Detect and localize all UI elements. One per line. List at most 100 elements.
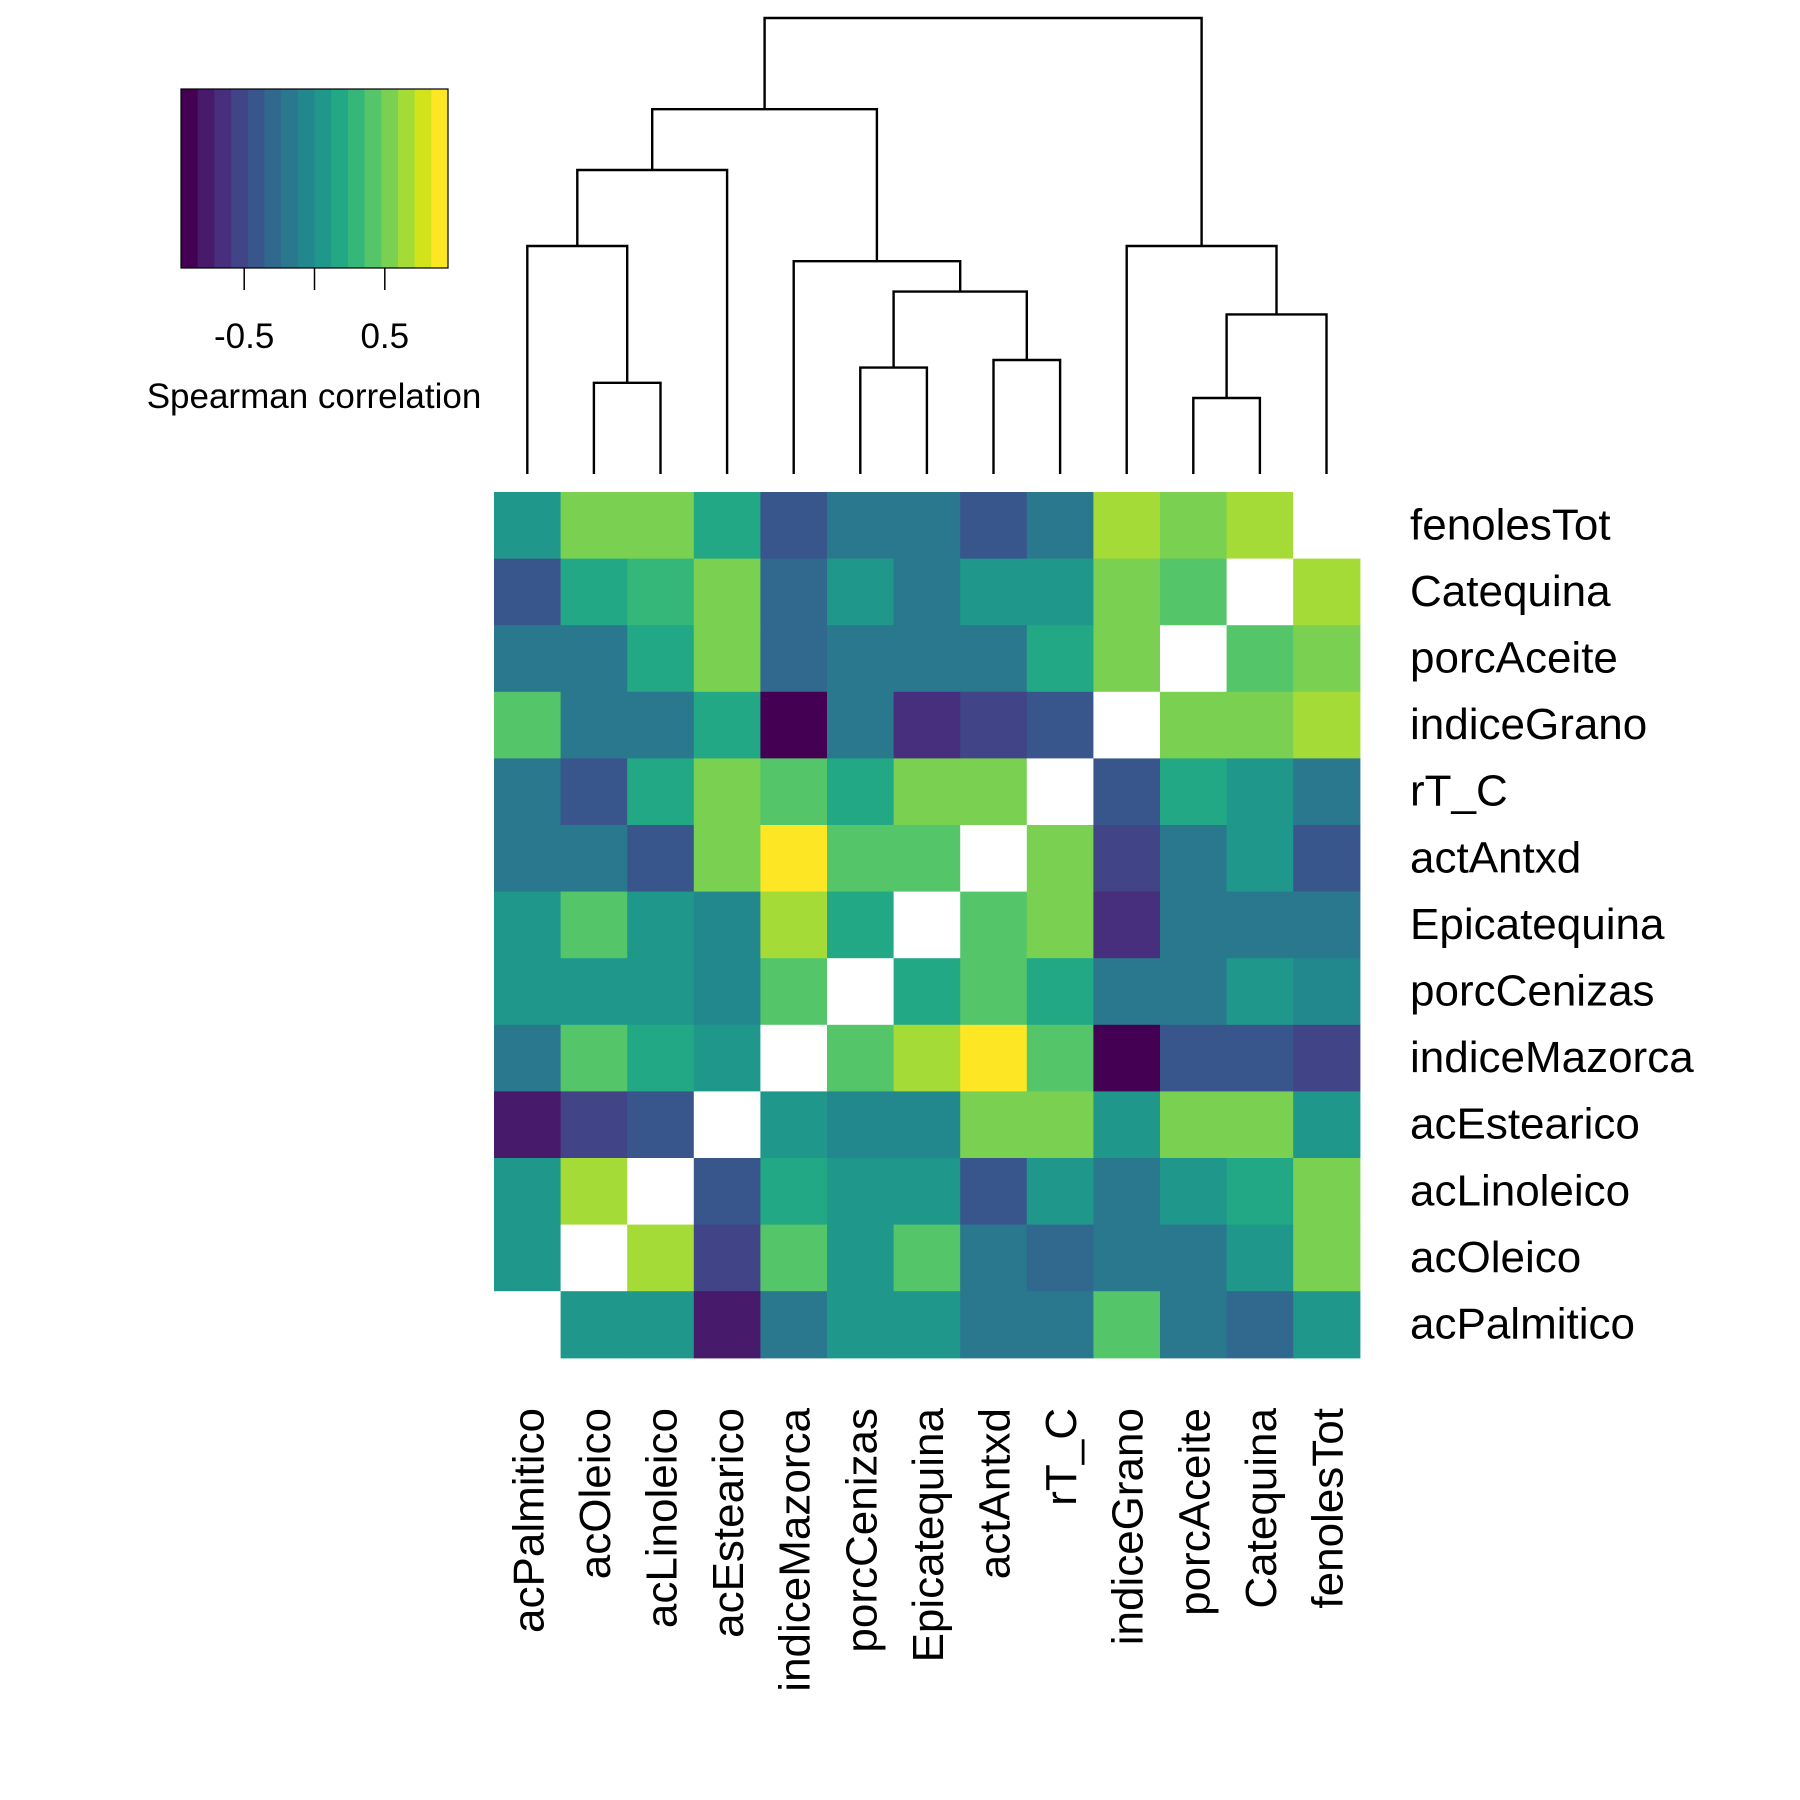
legend-ticks: -0.5 0.5	[214, 268, 409, 356]
heatmap-cell-acpalmitico-catequina	[1226, 1291, 1294, 1359]
heatmap-cell-indicemazorca-indicemazorca	[760, 1024, 828, 1092]
heatmap-cell-rt-c-acoleico	[560, 758, 628, 826]
heatmap-cell-catequina-indicemazorca	[760, 558, 828, 626]
heatmap-cell-acestearico-actantxd	[960, 1091, 1028, 1159]
heatmap-cell-catequina-indicegrano	[1093, 558, 1161, 626]
heatmap-cell-acoleico-porccenizas	[827, 1224, 895, 1292]
legend-colorbar	[181, 89, 449, 268]
heatmap-cell-catequina-fenolestot	[1293, 558, 1361, 626]
dendrogram-branch-0	[592, 381, 662, 474]
heatmap-cell-actantxd-actantxd	[960, 825, 1028, 893]
heatmap-cell-indicemazorca-epicatequina	[893, 1024, 961, 1092]
heatmap-cell-actantxd-indicegrano	[1093, 825, 1161, 893]
heatmap-cell-porcaceite-rt-c	[1026, 625, 1094, 693]
heatmap-cell-porccenizas-indicegrano	[1093, 958, 1161, 1026]
legend-swatch	[347, 89, 366, 268]
column-dendrogram	[526, 16, 1328, 474]
heatmap-cell-acpalmitico-porccenizas	[827, 1291, 895, 1359]
heatmap-cell-porcaceite-porccenizas	[827, 625, 895, 693]
heatmap-cell-epicatequina-rt-c	[1026, 891, 1094, 959]
heatmap-cell-catequina-acpalmitico	[494, 558, 562, 626]
column-labels: acPalmitico acOleico acLinoleico acEstearic…	[504, 1407, 1352, 1691]
heatmap-cell-acpalmitico-epicatequina	[893, 1291, 961, 1359]
heatmap-cell-acpalmitico-acoleico	[560, 1291, 628, 1359]
heatmap-cell-acoleico-acestearico	[693, 1224, 761, 1292]
heatmap-cell-porccenizas-catequina	[1226, 958, 1294, 1026]
row-label-acpalmitico: acPalmitico	[1410, 1300, 1635, 1349]
column-label-catequina: Catequina	[1237, 1407, 1286, 1608]
heatmap-cell-indicemazorca-acpalmitico	[494, 1024, 562, 1092]
heatmap-cell-acestearico-porccenizas	[827, 1091, 895, 1159]
column-label-porcaceite: porcAceite	[1170, 1408, 1219, 1616]
heatmap-cell-catequina-rt-c	[1026, 558, 1094, 626]
legend-swatch	[281, 89, 299, 268]
heatmap-cell-rt-c-indicemazorca	[760, 758, 828, 826]
heatmap-cell-porccenizas-acoleico	[560, 958, 628, 1026]
heatmap-cell-epicatequina-indicegrano	[1093, 891, 1161, 959]
heatmap-cell-acoleico-indicemazorca	[760, 1224, 828, 1292]
heatmap-cell-porccenizas-acestearico	[693, 958, 761, 1026]
legend-swatch	[431, 89, 449, 268]
heatmap-cell-actantxd-acoleico	[560, 825, 628, 893]
heatmap-cell-rt-c-rt-c	[1026, 758, 1094, 826]
heatmap-cell-indicegrano-epicatequina	[893, 691, 961, 759]
legend-swatch	[231, 89, 249, 268]
column-label-aclinoleico: acLinoleico	[638, 1408, 687, 1628]
heatmap-cell-fenolestot-epicatequina	[893, 492, 961, 560]
heatmap-cell-actantxd-porccenizas	[827, 825, 895, 893]
heatmap-cell-epicatequina-porcaceite	[1160, 891, 1228, 959]
heatmap-cell-porccenizas-indicemazorca	[760, 958, 828, 1026]
legend-swatch	[264, 89, 282, 268]
heatmap-cell-acoleico-indicegrano	[1093, 1224, 1161, 1292]
dendrogram-branch-7	[651, 108, 879, 262]
row-label-aclinoleico: acLinoleico	[1410, 1166, 1630, 1215]
row-label-actantxd: actAntxd	[1410, 833, 1581, 882]
heatmap-cell-porcaceite-indicegrano	[1093, 625, 1161, 693]
heatmap-cell-acestearico-fenolestot	[1293, 1091, 1361, 1159]
heatmap-cell-indicegrano-acoleico	[560, 691, 628, 759]
heatmap-cell-indicegrano-actantxd	[960, 691, 1028, 759]
heatmap-cell-porcaceite-actantxd	[960, 625, 1028, 693]
row-label-indicegrano: indiceGrano	[1410, 700, 1647, 749]
heatmap-cell-rt-c-aclinoleico	[627, 758, 695, 826]
heatmap-cell-indicegrano-indicegrano	[1093, 691, 1161, 759]
heatmap-cell-acoleico-actantxd	[960, 1224, 1028, 1292]
heatmap-cell-acestearico-porcaceite	[1160, 1091, 1228, 1159]
heatmap-cell-porccenizas-porccenizas	[827, 958, 895, 1026]
heatmap-cell-acestearico-acpalmitico	[494, 1091, 562, 1159]
heatmap-cell-epicatequina-acestearico	[693, 891, 761, 959]
heatmap-cell-actantxd-acpalmitico	[494, 825, 562, 893]
heatmap-cell-acpalmitico-porcaceite	[1160, 1291, 1228, 1359]
legend-title: Spearman correlation	[147, 377, 482, 416]
dendrogram-branch-8	[1192, 396, 1262, 474]
heatmap-cell-fenolestot-acoleico	[560, 492, 628, 560]
heatmap-cell-rt-c-acpalmitico	[494, 758, 562, 826]
heatmap-cell-aclinoleico-acestearico	[693, 1158, 761, 1226]
heatmap-cell-acoleico-aclinoleico	[627, 1224, 695, 1292]
column-label-porccenizas: porcCenizas	[837, 1408, 886, 1653]
heatmap-cell-acoleico-acpalmitico	[494, 1224, 562, 1292]
legend-tick-label: -0.5	[214, 317, 274, 356]
column-label-fenolestot: fenolesTot	[1304, 1408, 1353, 1609]
row-label-indicemazorca: indiceMazorca	[1410, 1033, 1694, 1082]
heatmap-cell-indicemazorca-fenolestot	[1293, 1024, 1361, 1092]
heatmap-cell-catequina-epicatequina	[893, 558, 961, 626]
heatmap-cell-rt-c-fenolestot	[1293, 758, 1361, 826]
heatmap-cell-aclinoleico-acoleico	[560, 1158, 628, 1226]
heatmap-cell-fenolestot-porcaceite	[1160, 492, 1228, 560]
heatmap-cell-actantxd-epicatequina	[893, 825, 961, 893]
heatmap-cell-actantxd-porcaceite	[1160, 825, 1228, 893]
heatmap-cell-catequina-porcaceite	[1160, 558, 1228, 626]
heatmap-cell-acestearico-catequina	[1226, 1091, 1294, 1159]
heatmap-cell-epicatequina-epicatequina	[893, 891, 961, 959]
heatmap-cell-actantxd-rt-c	[1026, 825, 1094, 893]
legend-swatch	[197, 89, 215, 268]
row-label-porcaceite: porcAceite	[1410, 634, 1618, 683]
heatmap-cell-fenolestot-fenolestot	[1293, 492, 1361, 560]
heatmap-cell-aclinoleico-acpalmitico	[494, 1158, 562, 1226]
heatmap-cell-catequina-catequina	[1226, 558, 1294, 626]
heatmap-cell-acoleico-porcaceite	[1160, 1224, 1228, 1292]
heatmap-cell-rt-c-epicatequina	[893, 758, 961, 826]
